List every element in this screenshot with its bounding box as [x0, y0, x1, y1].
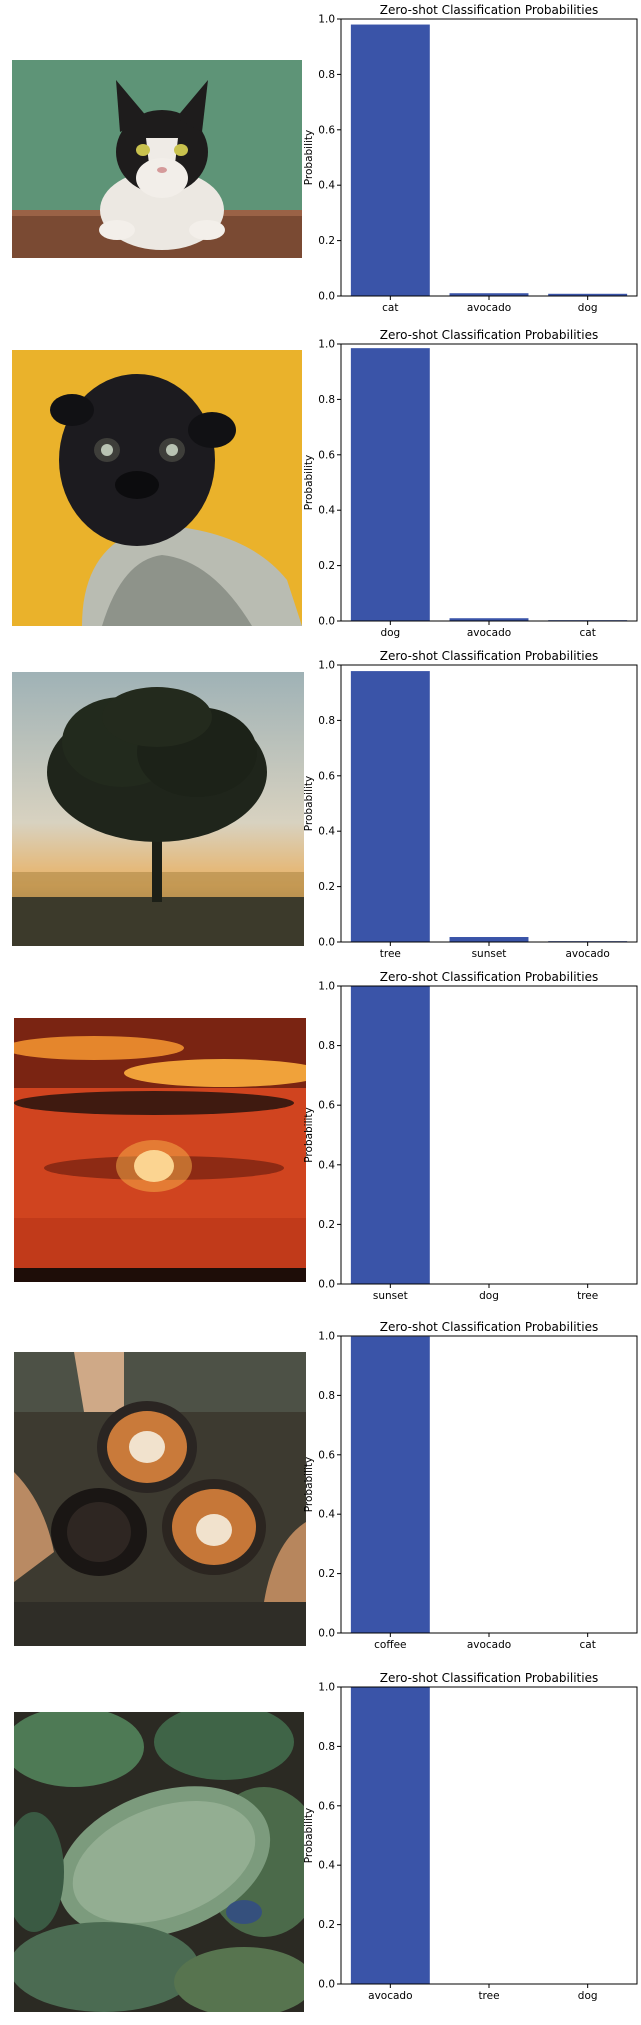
x-tick-label: dog: [380, 627, 400, 639]
y-tick-label: 1.0: [318, 339, 335, 351]
y-tick-label: 0.2: [318, 560, 335, 572]
bar-dog: [548, 293, 628, 296]
chart-svg: Zero-shot Classification Probabilities 0.…: [303, 1671, 638, 2002]
bar-dog: [350, 348, 430, 621]
x-tick-label: cat: [580, 1639, 596, 1651]
y-axis-label: Probability: [303, 1107, 315, 1163]
probability-chart-coffee: Zero-shot Classification Probabilities 0.…: [300, 1320, 641, 1673]
y-tick-label: 0.0: [318, 616, 335, 628]
y-tick-label: 1.0: [318, 1331, 335, 1343]
y-tick-label: 1.0: [318, 981, 335, 993]
bar-sunset: [449, 937, 529, 942]
y-tick-label: 0.4: [318, 1509, 335, 1521]
chart-svg: Zero-shot Classification Probabilities 0.…: [303, 649, 638, 960]
y-tick-label: 0.8: [318, 1741, 335, 1753]
x-tick-label: avocado: [467, 1639, 511, 1651]
y-tick-label: 0.6: [318, 124, 335, 136]
y-tick-label: 0.0: [318, 1979, 335, 1991]
avocado-photo: [14, 1712, 304, 2012]
y-axis-label: Probability: [303, 455, 315, 511]
x-tick-label: sunset: [373, 1290, 408, 1302]
y-tick-label: 1.0: [318, 660, 335, 672]
chart-title: Zero-shot Classification Probabilities: [380, 1671, 598, 1685]
y-tick-label: 0.2: [318, 881, 335, 893]
probability-chart-avocado: Zero-shot Classification Probabilities 0.…: [300, 1671, 641, 2025]
y-tick-label: 0.0: [318, 937, 335, 949]
x-tick-label: avocado: [467, 627, 511, 639]
y-tick-label: 0.2: [318, 1568, 335, 1580]
pug-photo: [12, 350, 302, 626]
x-tick-label: tree: [478, 1990, 499, 2002]
y-tick-label: 0.2: [318, 235, 335, 247]
probability-chart-cat: Zero-shot Classification Probabilities 0.…: [300, 0, 641, 318]
y-tick-label: 0.6: [318, 770, 335, 782]
x-tick-label: avocado: [368, 1990, 412, 2002]
y-tick-label: 0.8: [318, 394, 335, 406]
x-tick-label: dog: [479, 1290, 499, 1302]
chart-title: Zero-shot Classification Probabilities: [380, 328, 598, 342]
chart-svg: Zero-shot Classification Probabilities 0.…: [303, 3, 638, 314]
y-axis-label: Probability: [303, 1457, 315, 1513]
y-axis-label: Probability: [303, 1808, 315, 1864]
bar-sunset: [350, 986, 430, 1284]
x-tick-label: tree: [577, 1290, 598, 1302]
y-tick-label: 0.4: [318, 1159, 335, 1171]
y-tick-label: 0.8: [318, 715, 335, 727]
x-tick-label: cat: [382, 302, 398, 314]
x-tick-label: avocado: [467, 302, 511, 314]
probability-chart-pug: Zero-shot Classification Probabilities 0.…: [300, 328, 641, 648]
x-tick-label: sunset: [472, 948, 507, 960]
y-tick-label: 0.0: [318, 291, 335, 303]
x-tick-label: dog: [578, 1990, 598, 2002]
y-axis-label: Probability: [303, 776, 315, 832]
y-tick-label: 0.6: [318, 1100, 335, 1112]
y-tick-label: 0.0: [318, 1279, 335, 1291]
x-tick-label: cat: [580, 627, 596, 639]
y-tick-label: 0.4: [318, 180, 335, 192]
probability-chart-tree: Zero-shot Classification Probabilities 0.…: [300, 649, 641, 970]
x-tick-label: coffee: [374, 1639, 406, 1651]
bar-coffee: [350, 1336, 430, 1633]
chart-title: Zero-shot Classification Probabilities: [380, 649, 598, 663]
y-tick-label: 0.6: [318, 1800, 335, 1812]
y-tick-label: 1.0: [318, 14, 335, 26]
bar-avocado: [350, 1687, 430, 1984]
y-tick-label: 0.4: [318, 1860, 335, 1872]
bar-tree: [350, 671, 430, 942]
bar-cat: [350, 24, 430, 296]
y-tick-label: 1.0: [318, 1682, 335, 1694]
x-tick-label: tree: [380, 948, 401, 960]
y-tick-label: 0.8: [318, 1040, 335, 1052]
chart-svg: Zero-shot Classification Probabilities 0.…: [303, 1320, 638, 1651]
y-tick-label: 0.4: [318, 826, 335, 838]
chart-title: Zero-shot Classification Probabilities: [380, 3, 598, 17]
y-tick-label: 0.6: [318, 1449, 335, 1461]
probability-chart-sunset: Zero-shot Classification Probabilities 0.…: [300, 970, 641, 1323]
y-tick-label: 0.4: [318, 505, 335, 517]
cat-photo: [12, 60, 302, 258]
chart-svg: Zero-shot Classification Probabilities 0.…: [303, 970, 638, 1302]
bar-avocado: [449, 293, 529, 296]
y-tick-label: 0.2: [318, 1219, 335, 1231]
y-tick-label: 0.6: [318, 449, 335, 461]
chart-svg: Zero-shot Classification Probabilities 0.…: [303, 328, 638, 639]
y-tick-label: 0.2: [318, 1919, 335, 1931]
y-axis-label: Probability: [303, 130, 315, 186]
x-tick-label: avocado: [565, 948, 609, 960]
x-tick-label: dog: [578, 302, 598, 314]
chart-title: Zero-shot Classification Probabilities: [380, 1320, 598, 1334]
y-tick-label: 0.8: [318, 69, 335, 81]
y-tick-label: 0.8: [318, 1390, 335, 1402]
chart-title: Zero-shot Classification Probabilities: [380, 970, 598, 984]
bar-avocado: [449, 618, 529, 621]
tree-photo: [12, 672, 304, 946]
coffee-photo: [14, 1352, 306, 1646]
y-tick-label: 0.0: [318, 1628, 335, 1640]
sunset-photo: [14, 1018, 306, 1282]
